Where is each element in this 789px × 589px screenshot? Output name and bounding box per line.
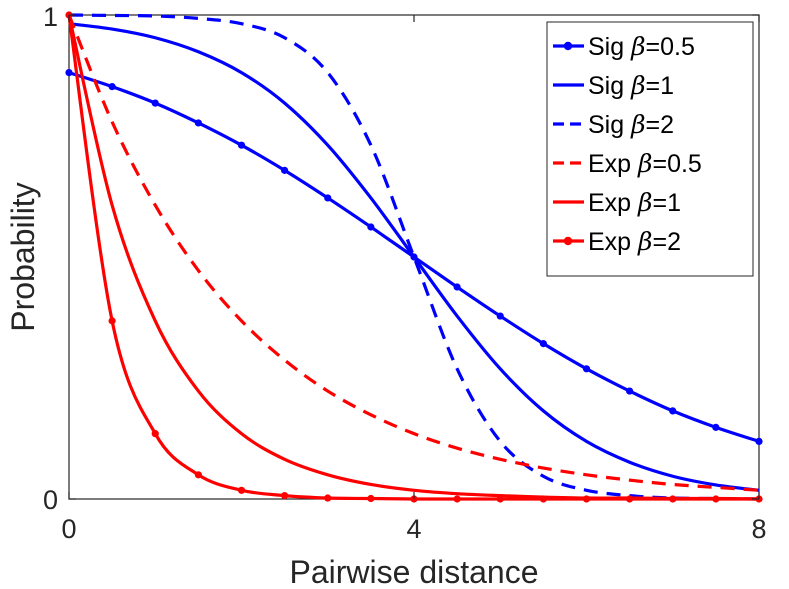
legend-box: [546, 21, 754, 277]
legend-entry: Exp β=0.5: [553, 149, 702, 178]
y-tick-labels: 0 1: [43, 2, 58, 515]
series-line: [68, 22, 760, 492]
legend-entry: Sig β=1: [553, 71, 674, 100]
data-point: [194, 471, 202, 479]
data-point: [626, 387, 634, 395]
y-tick-label: 1: [43, 2, 58, 32]
data-point: [582, 365, 591, 373]
x-tick-label: 0: [61, 514, 76, 544]
legend-entry: Sig β=2: [553, 110, 674, 139]
x-tick-label: 4: [406, 514, 421, 544]
x-axis-title: Pairwise distance: [290, 554, 539, 589]
data-point: [108, 83, 116, 91]
series-layer: [65, 11, 763, 503]
data-point: [324, 194, 332, 202]
legend-entries: Sig β=0.5 Sig β=1 Sig β=2 Exp β=0.5 Exp β=1 E…: [553, 32, 702, 256]
data-point: [669, 407, 677, 415]
y-tick-label: 0: [43, 485, 58, 515]
legend-marker: [563, 236, 573, 246]
legend-marker: [563, 41, 573, 51]
data-point: [194, 119, 202, 127]
data-point: [453, 495, 461, 503]
x-tick-labels: 0 4 8: [61, 514, 766, 544]
data-point: [281, 492, 289, 500]
data-point: [755, 437, 763, 446]
legend-label: Sig β=0.5: [588, 32, 695, 61]
legend-entry: Exp β=1: [553, 188, 681, 217]
data-point: [237, 486, 246, 494]
data-point: [712, 423, 720, 431]
data-point: [453, 283, 461, 291]
legend-entry: Sig β=0.5: [553, 32, 695, 61]
data-point: [539, 495, 547, 503]
data-point: [237, 141, 246, 149]
data-point: [151, 99, 159, 107]
data-point: [281, 166, 289, 174]
data-point: [367, 494, 375, 503]
legend: Sig β=0.5 Sig β=1 Sig β=2 Exp β=0.5 Exp β=1 E…: [546, 21, 754, 277]
data-point: [324, 494, 332, 502]
data-point: [539, 340, 547, 348]
legend-label: Exp β=0.5: [588, 149, 702, 178]
legend-label: Exp β=2: [588, 227, 681, 256]
data-point: [367, 223, 375, 231]
legend-label: Exp β=1: [588, 188, 681, 217]
legend-entry: Exp β=2: [553, 227, 681, 256]
data-point: [108, 317, 116, 325]
data-point: [496, 495, 504, 503]
legend-label: Sig β=2: [588, 110, 674, 139]
series-line: [67, 14, 760, 492]
data-point: [669, 495, 677, 503]
tick-marks: [68, 14, 760, 500]
data-point: [496, 312, 504, 320]
data-point: [712, 495, 720, 503]
y-axis-title: Probability: [5, 182, 41, 331]
data-point: [65, 68, 73, 77]
legend-label: Sig β=1: [588, 71, 674, 100]
series-line: [68, 13, 760, 501]
data-point: [626, 495, 634, 503]
data-point: [151, 430, 159, 438]
x-tick-label: 8: [751, 514, 766, 544]
data-point: [582, 495, 591, 503]
